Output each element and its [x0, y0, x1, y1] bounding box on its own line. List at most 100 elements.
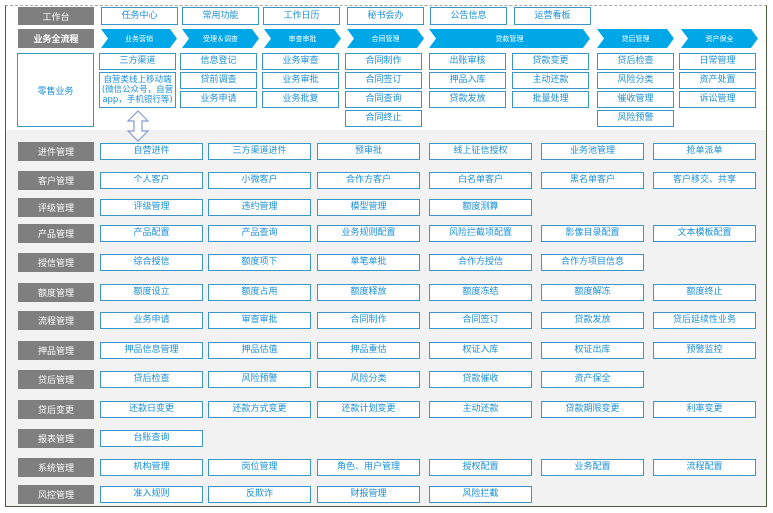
- module-item[interactable]: 主动还款: [429, 401, 532, 418]
- module-item[interactable]: 个人客户: [100, 172, 203, 189]
- workbench-item[interactable]: 工作日历: [263, 7, 340, 25]
- module-item[interactable]: 合作方客户: [317, 172, 420, 189]
- module-item[interactable]: 贷款催收: [429, 371, 532, 388]
- module-item[interactable]: 还款方式变更: [208, 401, 311, 418]
- module-item[interactable]: 岗位管理: [208, 459, 311, 476]
- retail-item[interactable]: 押品入库: [429, 72, 506, 89]
- module-item[interactable]: 产品配置: [100, 225, 203, 242]
- module-item[interactable]: 业务规则配置: [317, 225, 420, 242]
- workbench-item[interactable]: 公告信息: [430, 7, 507, 25]
- retail-item[interactable]: 三方渠道: [99, 53, 176, 70]
- module-item[interactable]: 押品重估: [317, 342, 420, 359]
- module-item[interactable]: 还款日变更: [100, 401, 203, 418]
- module-item[interactable]: 权证出库: [541, 342, 644, 359]
- module-item[interactable]: 权证入库: [429, 342, 532, 359]
- module-item[interactable]: 预审批: [317, 143, 420, 160]
- module-item[interactable]: 风险预警: [208, 371, 311, 388]
- module-item[interactable]: 合同制作: [317, 312, 420, 329]
- module-item[interactable]: 风险拦截: [429, 486, 532, 503]
- process-stage[interactable]: 业务营销: [101, 29, 177, 48]
- module-item[interactable]: 审查审批: [208, 312, 311, 329]
- retail-item[interactable]: 业务申请: [180, 91, 257, 108]
- module-item[interactable]: 贷款期限变更: [541, 401, 644, 418]
- module-item[interactable]: 额度释放: [317, 284, 420, 301]
- module-item[interactable]: 风险拦截项配置: [429, 225, 532, 242]
- module-item[interactable]: 模型管理: [317, 199, 420, 216]
- retail-item[interactable]: 贷款变更: [512, 53, 589, 70]
- module-item[interactable]: 角色、用户管理: [317, 459, 420, 476]
- module-item[interactable]: 预警监控: [653, 342, 756, 359]
- module-item[interactable]: 额度项下: [208, 254, 311, 271]
- module-item[interactable]: 业务申请: [100, 312, 203, 329]
- workbench-item[interactable]: 任务中心: [101, 7, 178, 25]
- module-item[interactable]: 黑名单客户: [541, 172, 644, 189]
- module-item[interactable]: 三方渠道进件: [208, 143, 311, 160]
- module-item[interactable]: 还款计划变更: [317, 401, 420, 418]
- process-stage[interactable]: 受理＆调查: [182, 29, 259, 48]
- module-item[interactable]: 客户移交、共享: [653, 172, 756, 189]
- module-item[interactable]: 违约管理: [208, 199, 311, 216]
- retail-item[interactable]: 业务审批: [262, 72, 339, 89]
- module-item[interactable]: 贷后延续性业务: [653, 312, 756, 329]
- module-item[interactable]: 流程配置: [653, 459, 756, 476]
- module-item[interactable]: 额度解冻: [541, 284, 644, 301]
- module-item[interactable]: 影像目录配置: [541, 225, 644, 242]
- module-item[interactable]: 业务池管理: [541, 143, 644, 160]
- retail-item[interactable]: 贷前调查: [180, 72, 257, 89]
- retail-item[interactable]: 合同制作: [345, 53, 422, 70]
- retail-item[interactable]: 贷款发放: [429, 91, 506, 108]
- module-item[interactable]: 准入规则: [100, 486, 203, 503]
- module-item[interactable]: 贷款发放: [541, 312, 644, 329]
- module-item[interactable]: 台账查询: [100, 430, 203, 447]
- module-item[interactable]: 资产保全: [541, 371, 644, 388]
- retail-item[interactable]: 风险预警: [597, 110, 674, 127]
- module-item[interactable]: 额度终止: [653, 284, 756, 301]
- module-item[interactable]: 合作方授信: [429, 254, 532, 271]
- module-item[interactable]: 业务配置: [541, 459, 644, 476]
- retail-item[interactable]: 业务审查: [262, 53, 339, 70]
- retail-item[interactable]: 出账审核: [429, 53, 506, 70]
- module-item[interactable]: 风险分类: [317, 371, 420, 388]
- module-item[interactable]: 押品信息管理: [100, 342, 203, 359]
- workbench-item[interactable]: 运营看板: [514, 7, 591, 25]
- module-item[interactable]: 反欺诈: [208, 486, 311, 503]
- module-item[interactable]: 押品估值: [208, 342, 311, 359]
- module-item[interactable]: 线上征信授权: [429, 143, 532, 160]
- module-item[interactable]: 评级管理: [100, 199, 203, 216]
- module-item[interactable]: 合作方项目信息: [541, 254, 644, 271]
- module-item[interactable]: 利率变更: [653, 401, 756, 418]
- workbench-item[interactable]: 秘书会办: [347, 7, 424, 25]
- retail-item[interactable]: 合同查询: [345, 91, 422, 108]
- retail-item[interactable]: 诉讼管理: [679, 91, 756, 108]
- module-item[interactable]: 综合授信: [100, 254, 203, 271]
- retail-item[interactable]: 业务批复: [262, 91, 339, 108]
- retail-item[interactable]: 催收管理: [597, 91, 674, 108]
- module-item[interactable]: 额度设立: [100, 284, 203, 301]
- retail-item[interactable]: 合同终止: [345, 110, 422, 127]
- retail-item[interactable]: 批量处理: [512, 91, 589, 108]
- module-item[interactable]: 额度冻结: [429, 284, 532, 301]
- retail-item[interactable]: 合同签订: [345, 72, 422, 89]
- retail-item[interactable]: 贷后检查: [597, 53, 674, 70]
- module-item[interactable]: 白名单客户: [429, 172, 532, 189]
- module-item[interactable]: 文本模板配置: [653, 225, 756, 242]
- module-item[interactable]: 抢单派单: [653, 143, 756, 160]
- module-item[interactable]: 贷后检查: [100, 371, 203, 388]
- module-item[interactable]: 额度占用: [208, 284, 311, 301]
- module-item[interactable]: 合同签订: [429, 312, 532, 329]
- process-stage[interactable]: 贷后管理: [597, 29, 674, 48]
- module-item[interactable]: 额度测算: [429, 199, 532, 216]
- module-item[interactable]: 授权配置: [429, 459, 532, 476]
- workbench-item[interactable]: 常用功能: [182, 7, 259, 25]
- retail-item[interactable]: 风险分类: [597, 72, 674, 89]
- module-item[interactable]: 财报管理: [317, 486, 420, 503]
- process-stage[interactable]: 合同管理: [347, 29, 424, 48]
- module-item[interactable]: 单笔单批: [317, 254, 420, 271]
- module-item[interactable]: 自营进件: [100, 143, 203, 160]
- retail-item[interactable]: 资产处置: [679, 72, 756, 89]
- retail-item[interactable]: 主动还款: [512, 72, 589, 89]
- process-stage[interactable]: 贷款管理: [429, 29, 590, 48]
- retail-item[interactable]: 自营类线上移动端(微信公众号，自营app，手机银行等): [99, 72, 176, 108]
- module-item[interactable]: 小微客户: [208, 172, 311, 189]
- retail-item[interactable]: 日常管理: [679, 53, 756, 70]
